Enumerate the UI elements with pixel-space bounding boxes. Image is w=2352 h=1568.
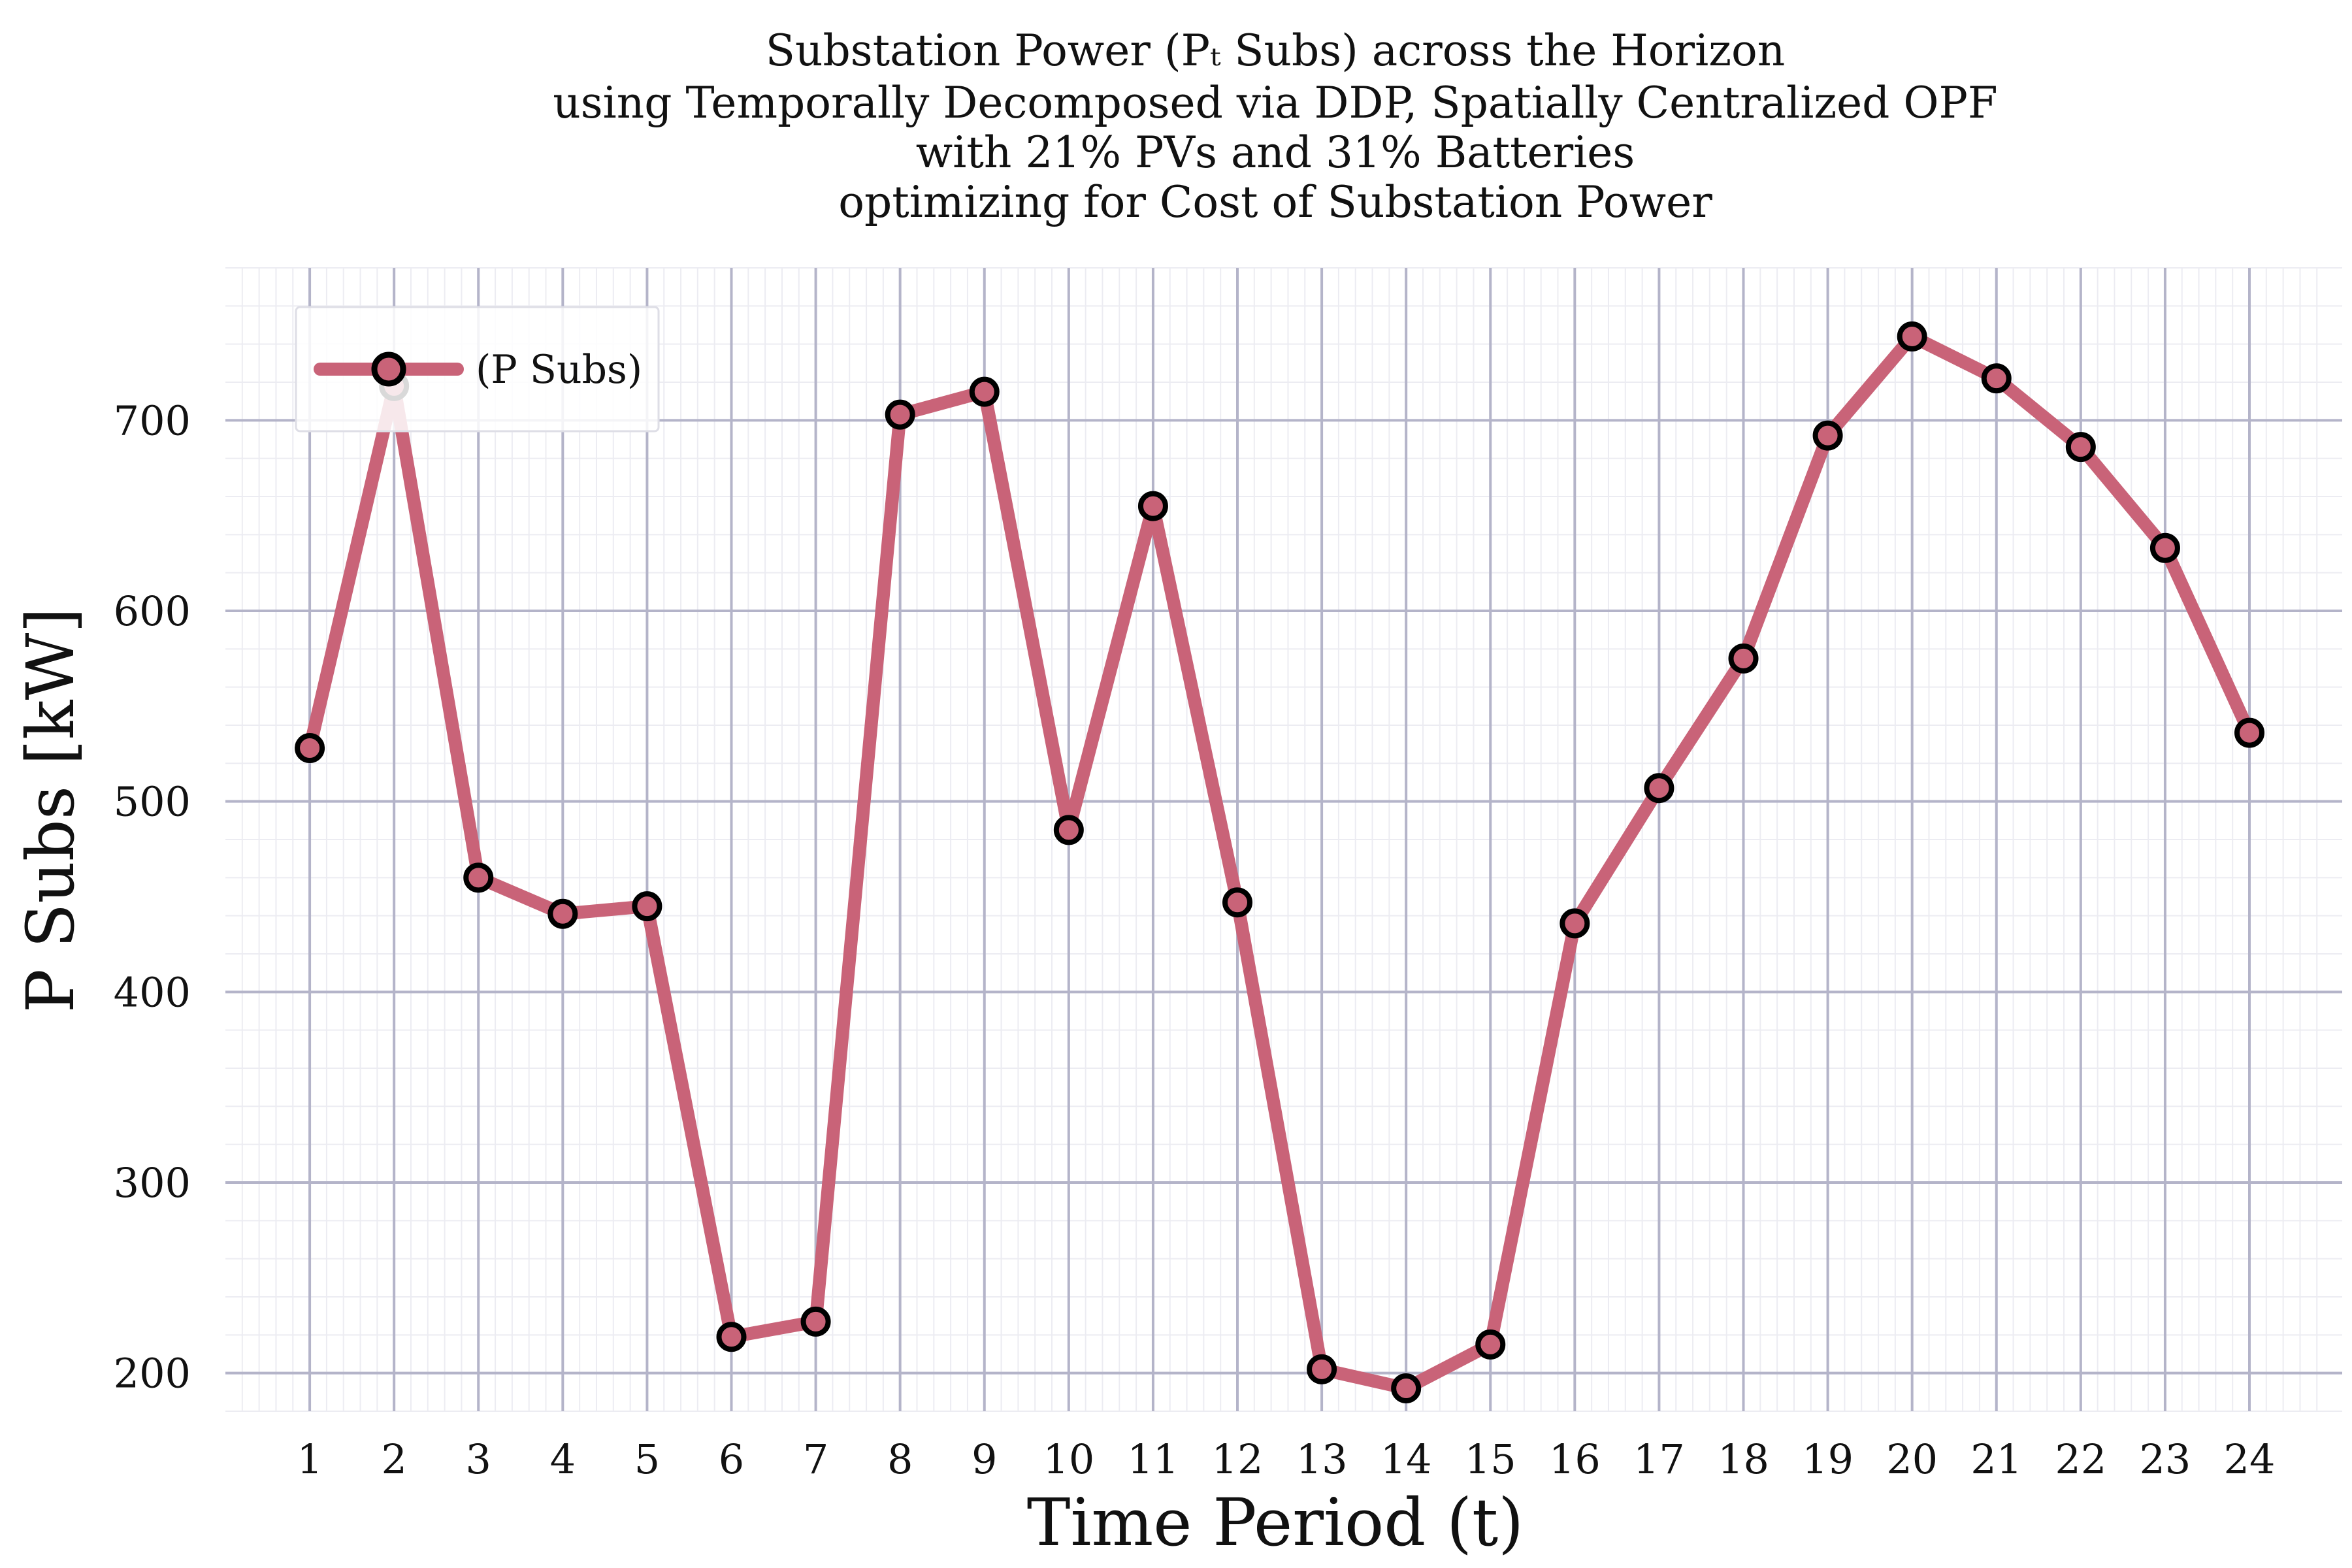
x-tick-label: 13 — [1296, 1435, 1348, 1483]
y-tick-label: 500 — [114, 778, 191, 826]
x-tick-label: 12 — [1212, 1435, 1264, 1483]
series-line — [303, 330, 2257, 1395]
chart-title-line: using Temporally Decomposed via DDP, Spa… — [553, 78, 1997, 128]
x-tick-label: 19 — [1802, 1435, 1854, 1483]
x-tick-label: 23 — [2139, 1435, 2191, 1483]
x-tick-label: 20 — [1886, 1435, 1938, 1483]
data-point — [800, 1306, 831, 1337]
data-point — [1644, 773, 1674, 804]
legend: (P Subs) — [295, 306, 660, 433]
y-tick-labels: 200 300 400 500 600 700 — [114, 397, 191, 1397]
chart-title-line: with 21% PVs and 31% Batteries — [916, 127, 1635, 178]
y-tick-label: 200 — [114, 1350, 191, 1397]
y-tick-label: 700 — [114, 397, 191, 444]
data-point — [295, 733, 325, 763]
x-tick-label: 17 — [1633, 1435, 1685, 1483]
x-tick-label: 1 — [297, 1435, 322, 1483]
data-point — [1897, 321, 1927, 351]
data-point — [547, 898, 578, 929]
legend-box — [295, 306, 660, 433]
data-point — [1812, 420, 1843, 451]
data-point — [463, 862, 494, 893]
x-tick-label: 6 — [719, 1435, 744, 1483]
x-tick-label: 8 — [887, 1435, 913, 1483]
y-axis-label: P Subs [kW] — [12, 608, 89, 1013]
chart-title-line: optimizing for Cost of Substation Power — [838, 177, 1712, 227]
grid — [225, 267, 2342, 1412]
y-tick-label: 400 — [114, 968, 191, 1016]
x-tick-label: 16 — [1549, 1435, 1601, 1483]
x-tick-labels: 1 2 3 4 5 6 7 8 9 10 11 12 13 14 15 16 17 18 19 20 21 22 23 24 — [297, 1435, 2275, 1483]
x-tick-label: 15 — [1465, 1435, 1516, 1483]
x-tick-label: 22 — [2055, 1435, 2106, 1483]
data-point — [1475, 1329, 1506, 1360]
series-group — [295, 321, 2265, 1403]
data-point — [632, 891, 662, 922]
x-tick-label: 5 — [634, 1435, 660, 1483]
x-axis-label: Time Period (t) — [1027, 1484, 1524, 1561]
x-tick-label: 2 — [381, 1435, 406, 1483]
legend-label: (P Subs) — [476, 347, 642, 393]
data-point — [716, 1322, 747, 1352]
x-tick-label: 18 — [1718, 1435, 1769, 1483]
x-tick-label: 3 — [466, 1435, 491, 1483]
data-point — [2065, 432, 2096, 463]
x-tick-label: 21 — [1970, 1435, 2022, 1483]
data-point — [1307, 1354, 1337, 1384]
x-tick-label: 9 — [972, 1435, 997, 1483]
data-point — [1391, 1373, 1422, 1403]
data-point — [885, 399, 915, 430]
x-tick-label: 14 — [1380, 1435, 1432, 1483]
x-tick-label: 11 — [1127, 1435, 1179, 1483]
data-point — [2234, 717, 2265, 748]
x-tick-label: 24 — [2224, 1435, 2276, 1483]
legend-marker-swatch — [371, 351, 406, 387]
data-point — [1137, 491, 1168, 521]
data-point — [1053, 815, 1084, 845]
chart-title-line: Substation Power (Pₜ Subs) across the Ho… — [766, 25, 1785, 76]
data-point — [1560, 908, 1590, 939]
data-point — [1981, 363, 2012, 394]
x-tick-label: 7 — [803, 1435, 828, 1483]
data-point — [1222, 887, 1253, 918]
x-tick-label: 10 — [1043, 1435, 1094, 1483]
x-tick-label: 4 — [550, 1435, 576, 1483]
chart-title: Substation Power (Pₜ Subs) across the Ho… — [553, 25, 1997, 227]
data-point — [1728, 643, 1759, 674]
y-tick-label: 600 — [114, 587, 191, 635]
y-tick-label: 300 — [114, 1159, 191, 1207]
data-point — [2149, 532, 2180, 563]
data-point — [969, 376, 1000, 407]
